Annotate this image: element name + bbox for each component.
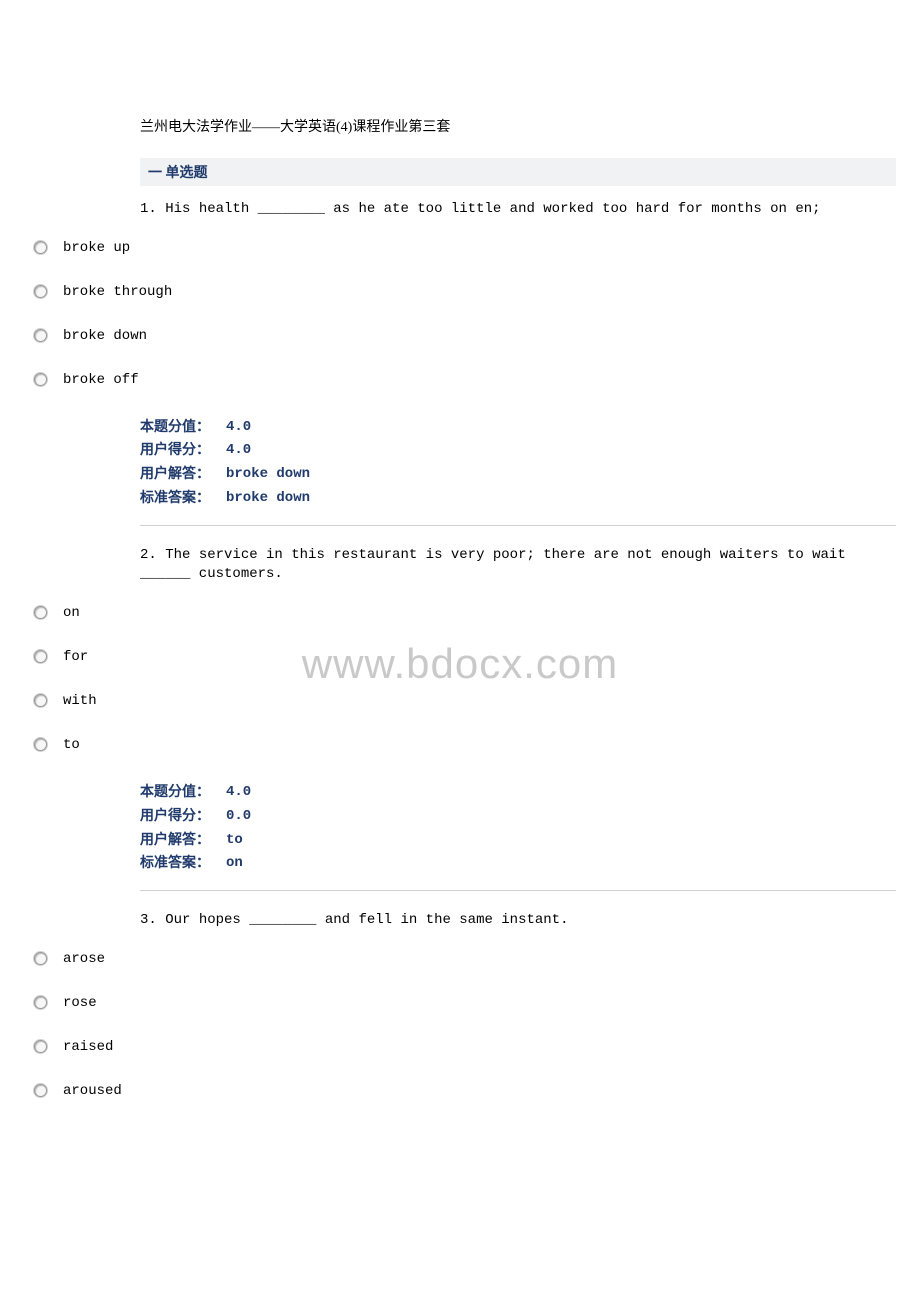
score-value: 4.0: [226, 781, 251, 805]
section-header: 一 单选题: [140, 158, 896, 186]
user-score-label: 用户得分：: [140, 805, 226, 829]
option-label: broke through: [63, 284, 172, 300]
radio-icon[interactable]: [34, 329, 47, 342]
score-value: 4.0: [226, 416, 251, 440]
option-row[interactable]: for: [34, 649, 920, 665]
option-label: to: [63, 737, 80, 753]
option-label: raised: [63, 1039, 113, 1055]
question-text: 2. The service in this restaurant is ver…: [140, 546, 890, 585]
correct-answer-label: 标准答案：: [140, 852, 226, 876]
divider: [140, 890, 896, 891]
correct-answer-value: on: [226, 852, 243, 876]
radio-icon[interactable]: [34, 241, 47, 254]
option-row[interactable]: broke up: [34, 240, 920, 256]
option-row[interactable]: broke down: [34, 328, 920, 344]
user-score-value: 4.0: [226, 439, 251, 463]
radio-icon[interactable]: [34, 738, 47, 751]
radio-icon[interactable]: [34, 694, 47, 707]
option-label: on: [63, 605, 80, 621]
question-text: 1. His health ________ as he ate too lit…: [140, 200, 890, 220]
answer-block: 本题分值： 4.0 用户得分： 0.0 用户解答： to 标准答案： on: [140, 781, 920, 876]
option-row[interactable]: to: [34, 737, 920, 753]
answer-block: 本题分值： 4.0 用户得分： 4.0 用户解答： broke down 标准答…: [140, 416, 920, 511]
user-answer-label: 用户解答：: [140, 829, 226, 853]
radio-icon[interactable]: [34, 650, 47, 663]
radio-icon[interactable]: [34, 606, 47, 619]
option-row[interactable]: broke through: [34, 284, 920, 300]
option-row[interactable]: raised: [34, 1039, 920, 1055]
option-label: with: [63, 693, 97, 709]
option-label: aroused: [63, 1083, 122, 1099]
radio-icon[interactable]: [34, 373, 47, 386]
radio-icon[interactable]: [34, 1084, 47, 1097]
document-title: 兰州电大法学作业——大学英语(4)课程作业第三套: [140, 116, 920, 136]
option-label: broke up: [63, 240, 130, 256]
correct-answer-value: broke down: [226, 487, 310, 511]
option-label: broke down: [63, 328, 147, 344]
radio-icon[interactable]: [34, 1040, 47, 1053]
radio-icon[interactable]: [34, 952, 47, 965]
option-row[interactable]: aroused: [34, 1083, 920, 1099]
user-score-label: 用户得分：: [140, 439, 226, 463]
user-answer-label: 用户解答：: [140, 463, 226, 487]
option-label: rose: [63, 995, 97, 1011]
question-text: 3. Our hopes ________ and fell in the sa…: [140, 911, 890, 931]
question-body: Our hopes ________ and fell in the same …: [165, 912, 568, 928]
option-label: arose: [63, 951, 105, 967]
option-row[interactable]: with: [34, 693, 920, 709]
divider: [140, 525, 896, 526]
question-number: 1.: [140, 201, 157, 217]
option-row[interactable]: rose: [34, 995, 920, 1011]
score-value-label: 本题分值：: [140, 416, 226, 440]
score-value-label: 本题分值：: [140, 781, 226, 805]
option-row[interactable]: on: [34, 605, 920, 621]
question-number: 3.: [140, 912, 157, 928]
option-row[interactable]: arose: [34, 951, 920, 967]
question-body: The service in this restaurant is very p…: [140, 547, 846, 583]
correct-answer-label: 标准答案：: [140, 487, 226, 511]
radio-icon[interactable]: [34, 285, 47, 298]
user-score-value: 0.0: [226, 805, 251, 829]
option-row[interactable]: broke off: [34, 372, 920, 388]
option-label: broke off: [63, 372, 139, 388]
question-number: 2.: [140, 547, 157, 563]
user-answer-value: broke down: [226, 463, 310, 487]
user-answer-value: to: [226, 829, 243, 853]
radio-icon[interactable]: [34, 996, 47, 1009]
question-body: His health ________ as he ate too little…: [165, 201, 820, 217]
option-label: for: [63, 649, 88, 665]
